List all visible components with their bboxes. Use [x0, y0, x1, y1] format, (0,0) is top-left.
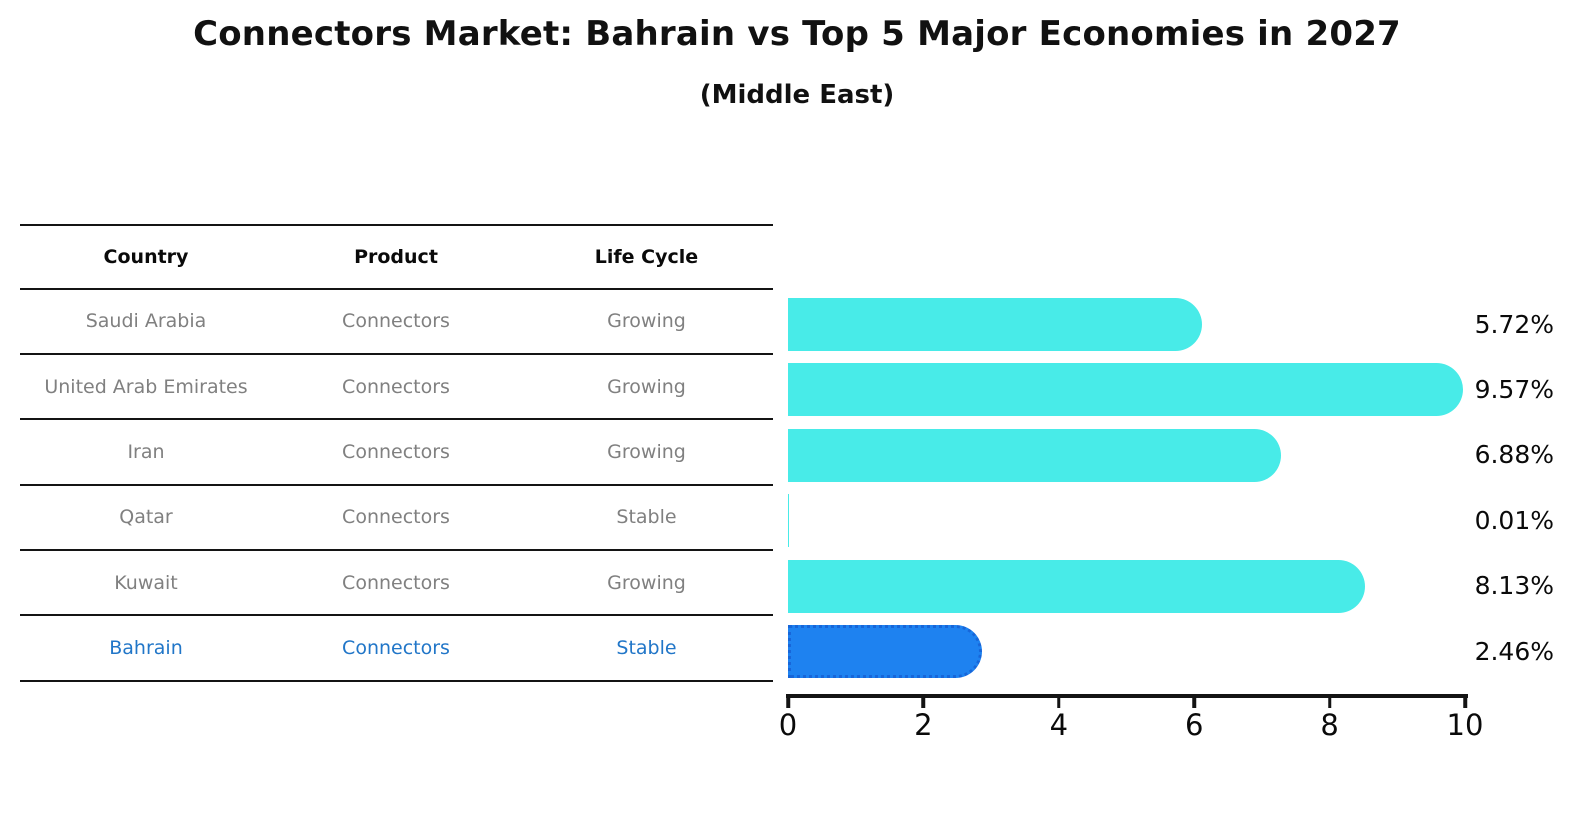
- x-axis: 0 2 4 6 8 10: [779, 694, 1483, 754]
- market-table: Country Product Life Cycle Saudi Arabia …: [20, 224, 773, 682]
- table-row-qatar: Qatar Connectors Stable: [20, 486, 773, 552]
- cell-country: Iran: [127, 440, 165, 463]
- bar-row: [788, 549, 1465, 614]
- value-label-qatar: 0.01%: [1474, 505, 1554, 535]
- cell-product: Connectors: [342, 310, 450, 333]
- column-header-country: Country: [103, 245, 189, 268]
- bar-qatar: [788, 494, 790, 548]
- column-header-product: Product: [354, 245, 438, 268]
- cell-life-cycle: Stable: [616, 637, 677, 660]
- x-axis-tick-label: 6: [1184, 708, 1204, 742]
- cell-life-cycle: Growing: [607, 375, 686, 398]
- x-axis-line: [786, 694, 1468, 698]
- value-label-bahrain: 2.46%: [1474, 636, 1554, 666]
- x-axis-tick-label: 10: [1446, 708, 1484, 742]
- x-axis-tick: [1463, 697, 1467, 708]
- bar-row: [788, 484, 1465, 549]
- table-row-saudi-arabia: Saudi Arabia Connectors Growing: [20, 290, 773, 355]
- cell-product: Connectors: [342, 637, 450, 660]
- table-header-row: Country Product Life Cycle: [20, 226, 773, 290]
- x-axis-tick-label: 0: [778, 708, 798, 742]
- value-label-column: 5.72% 9.57% 6.88% 0.01% 8.13% 2.46%: [1458, 288, 1554, 680]
- cell-product: Connectors: [342, 375, 450, 398]
- cell-product: Connectors: [342, 571, 450, 594]
- value-label-uae: 9.57%: [1474, 375, 1554, 405]
- bar-chart: [788, 288, 1465, 680]
- cell-life-cycle: Growing: [607, 440, 686, 463]
- bar-bahrain: [788, 624, 982, 678]
- bar-row: [788, 288, 1465, 353]
- cell-country: United Arab Emirates: [44, 375, 248, 398]
- bar-row: [788, 614, 1465, 679]
- x-axis-tick: [921, 697, 926, 708]
- x-axis-tick: [786, 697, 790, 708]
- table-row-iran: Iran Connectors Growing: [20, 420, 773, 486]
- x-axis-tick-label: 8: [1320, 708, 1339, 742]
- page-title: Connectors Market: Bahrain vs Top 5 Majo…: [193, 14, 1401, 54]
- cell-country: Qatar: [119, 506, 173, 529]
- bar-iran: [788, 428, 1281, 482]
- x-axis-tick-label: 4: [1049, 708, 1069, 742]
- value-label-kuwait: 8.13%: [1474, 571, 1554, 601]
- cell-life-cycle: Growing: [607, 571, 686, 594]
- cell-product: Connectors: [342, 506, 450, 529]
- x-axis-tick: [1192, 697, 1196, 708]
- table-row-bahrain: Bahrain Connectors Stable: [20, 616, 773, 682]
- value-label-saudi-arabia: 5.72%: [1474, 309, 1554, 339]
- x-axis-tick-label: 2: [914, 708, 933, 742]
- bar-uae: [788, 363, 1463, 417]
- cell-country: Kuwait: [114, 571, 178, 594]
- bar-saudi-arabia: [788, 298, 1203, 351]
- table-row-uae: United Arab Emirates Connectors Growing: [20, 355, 773, 421]
- bar-row: [788, 353, 1465, 418]
- x-axis-tick: [1057, 697, 1061, 708]
- x-axis-tick: [1327, 697, 1332, 708]
- bar-kuwait: [788, 559, 1366, 613]
- cell-product: Connectors: [342, 440, 450, 463]
- column-header-life-cycle: Life Cycle: [594, 245, 699, 268]
- cell-life-cycle: Growing: [607, 310, 686, 333]
- cell-life-cycle: Stable: [616, 506, 677, 529]
- bar-row: [788, 418, 1465, 483]
- value-label-iran: 6.88%: [1474, 440, 1554, 470]
- page-subtitle: (Middle East): [699, 80, 895, 110]
- cell-country: Bahrain: [109, 637, 183, 660]
- cell-country: Saudi Arabia: [85, 310, 207, 333]
- table-row-kuwait: Kuwait Connectors Growing: [20, 551, 773, 617]
